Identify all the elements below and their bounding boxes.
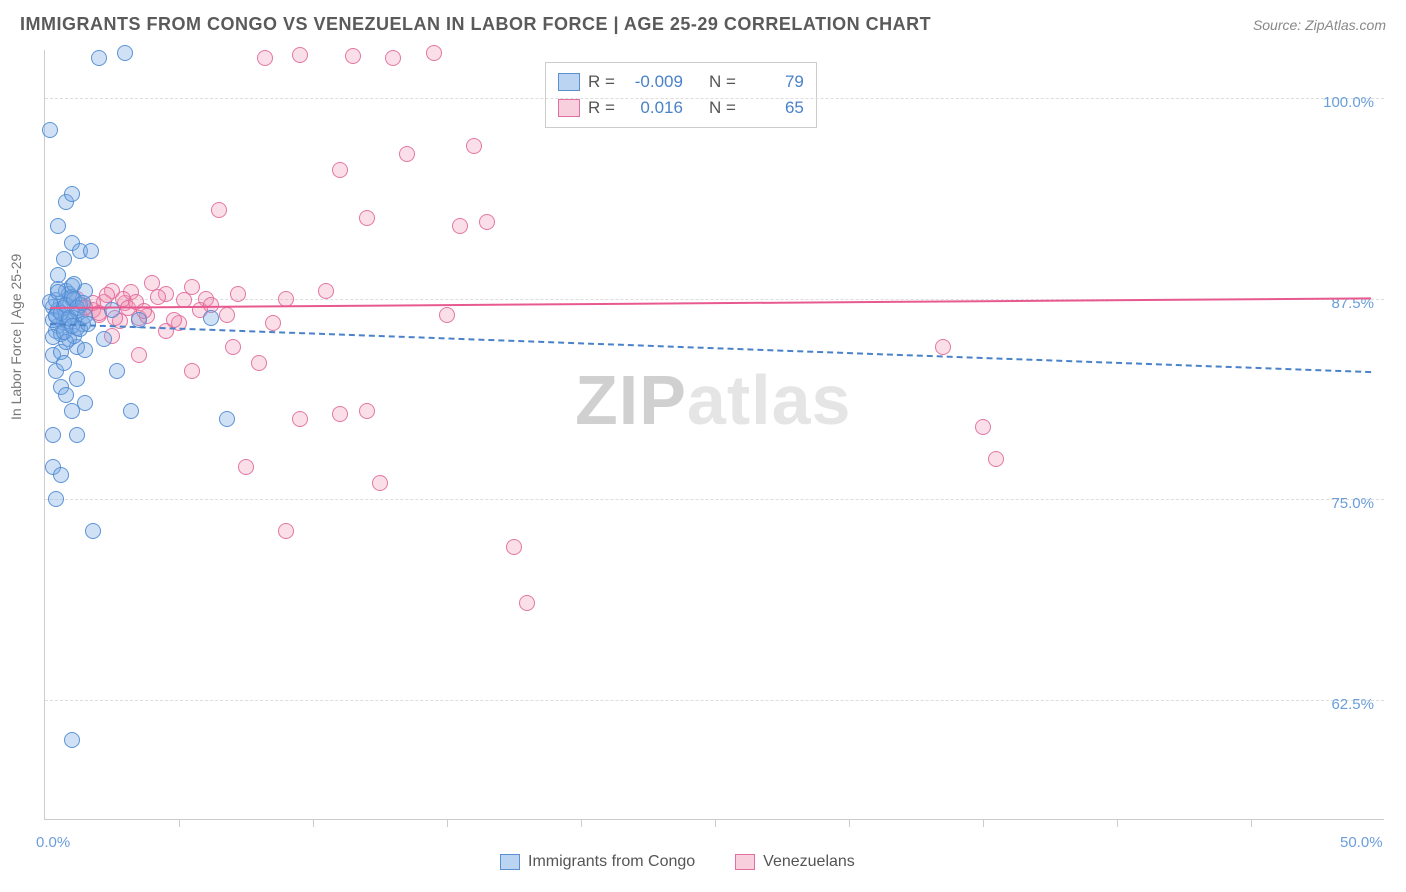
watermark: ZIPatlas [575,360,851,440]
data-point [426,45,442,61]
data-point [58,387,74,403]
source-attribution: Source: ZipAtlas.com [1253,17,1386,33]
data-point [238,459,254,475]
data-point [359,403,375,419]
data-point [150,289,166,305]
gridline [45,499,1384,500]
legend-item-venezuelan: Venezuelans [735,853,855,871]
n-label: N = [709,69,736,95]
y-tick-label: 75.0% [1331,495,1374,512]
chart-plot-area: ZIPatlas R = -0.009 N = 79 R = 0.016 N =… [44,50,1384,820]
data-point [479,214,495,230]
x-tick-end: 50.0% [1340,834,1383,851]
data-point [265,315,281,331]
data-point [56,251,72,267]
data-point [452,218,468,234]
data-point [131,347,147,363]
data-point [69,427,85,443]
data-point [506,539,522,555]
watermark-part1: ZIP [575,361,687,439]
data-point [292,411,308,427]
data-point [53,467,69,483]
data-point [184,363,200,379]
data-point [42,122,58,138]
gridline [45,700,1384,701]
gridline [45,98,1384,99]
y-axis-label: In Labor Force | Age 25-29 [8,254,24,420]
data-point [257,50,273,66]
trend-line [50,323,1371,373]
data-point [83,243,99,259]
x-tick [313,819,314,827]
data-point [251,355,267,371]
data-point [77,395,93,411]
correlation-legend: R = -0.009 N = 79 R = 0.016 N = 65 [545,62,817,128]
data-point [225,339,241,355]
data-point [91,50,107,66]
chart-title: IMMIGRANTS FROM CONGO VS VENEZUELAN IN L… [20,14,931,35]
swatch-congo-icon [500,854,520,870]
legend-item-congo: Immigrants from Congo [500,853,695,871]
data-point [77,342,93,358]
data-point [48,491,64,507]
watermark-part2: atlas [687,361,852,439]
data-point [64,732,80,748]
r-label: R = [588,69,615,95]
data-point [359,210,375,226]
x-tick-start: 0.0% [36,834,70,851]
swatch-congo-icon [558,73,580,91]
legend-label-congo: Immigrants from Congo [528,853,695,871]
data-point [123,403,139,419]
data-point [109,363,125,379]
data-point [219,307,235,323]
y-tick-label: 100.0% [1323,94,1374,111]
x-tick [447,819,448,827]
n-value-a: 79 [744,69,804,95]
data-point [385,50,401,66]
data-point [399,146,415,162]
data-point [935,339,951,355]
data-point [85,523,101,539]
data-point [69,371,85,387]
data-point [230,286,246,302]
data-point [332,162,348,178]
data-point [975,419,991,435]
swatch-venezuelan-icon [558,99,580,117]
data-point [203,310,219,326]
data-point [211,202,227,218]
data-point [64,186,80,202]
data-point [104,302,120,318]
data-point [292,47,308,63]
x-tick [179,819,180,827]
data-point [372,475,388,491]
data-point [117,45,133,61]
x-tick [849,819,850,827]
data-point [45,427,61,443]
data-point [278,523,294,539]
data-point [219,411,235,427]
header: IMMIGRANTS FROM CONGO VS VENEZUELAN IN L… [0,0,1406,43]
data-point [96,331,112,347]
x-tick [983,819,984,827]
data-point [56,355,72,371]
data-point [988,451,1004,467]
series-legend: Immigrants from Congo Venezuelans [500,853,855,871]
y-tick-label: 62.5% [1331,696,1374,713]
legend-row-a: R = -0.009 N = 79 [558,69,804,95]
data-point [332,406,348,422]
legend-label-venezuelan: Venezuelans [763,853,855,871]
x-tick [1117,819,1118,827]
data-point [166,312,182,328]
x-tick [715,819,716,827]
data-point [439,307,455,323]
swatch-venezuelan-icon [735,854,755,870]
data-point [466,138,482,154]
r-value-a: -0.009 [623,69,683,95]
data-point [519,595,535,611]
x-tick [1251,819,1252,827]
data-point [50,218,66,234]
x-tick [581,819,582,827]
data-point [345,48,361,64]
data-point [318,283,334,299]
